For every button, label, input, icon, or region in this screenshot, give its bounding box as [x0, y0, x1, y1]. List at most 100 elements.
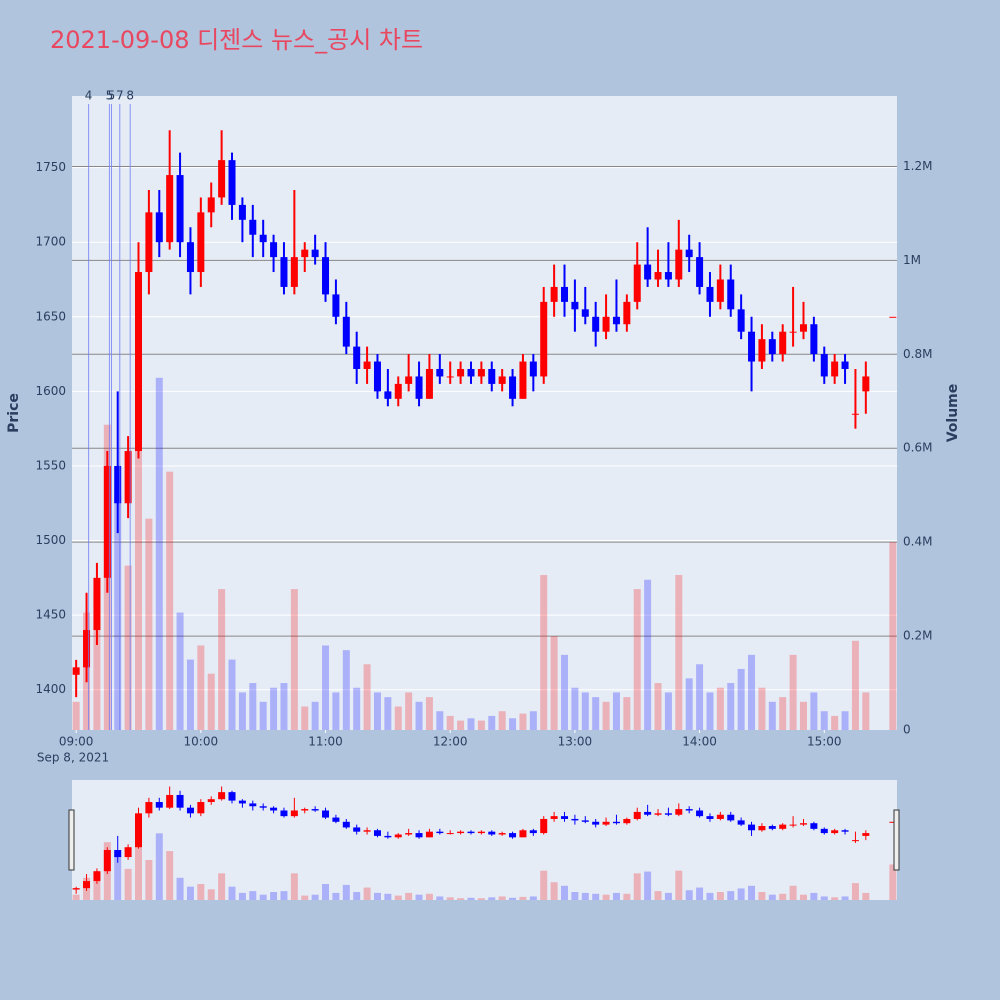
mini-candle-body [259, 806, 267, 808]
volume-bar [186, 659, 194, 730]
mini-candle-body [384, 835, 392, 838]
candle-body [799, 324, 807, 332]
candle-body [696, 257, 704, 287]
candle-body [405, 376, 413, 384]
mini-volume-bar [207, 889, 215, 900]
mini-volume-bar [758, 892, 766, 900]
volume-bar [820, 711, 828, 730]
range-slider[interactable] [72, 780, 897, 900]
mini-volume-bar [353, 892, 361, 900]
mini-candle-body [394, 834, 402, 838]
mini-candle-body [727, 814, 735, 821]
mini-volume-bar [612, 892, 620, 900]
mini-candle-body [831, 830, 839, 834]
mini-candle-body [207, 799, 215, 803]
candle-body [425, 368, 433, 399]
mini-candle-body [145, 802, 153, 814]
candle-body [789, 331, 797, 333]
candle-body [820, 354, 828, 377]
volume-bar [394, 706, 402, 730]
candle-body [737, 309, 745, 332]
volume-bar [477, 720, 485, 730]
candle-body [498, 376, 506, 384]
x-tick-label: 12:00 [433, 735, 468, 749]
mini-volume-bar [851, 883, 859, 900]
mini-volume-bar [446, 897, 454, 900]
candle-body [228, 160, 236, 205]
volume-bar [238, 692, 246, 730]
x-tick-label: 14:00 [682, 735, 717, 749]
mini-candle-body [425, 831, 433, 838]
mini-candle-body [768, 826, 776, 829]
candle-body [446, 376, 454, 378]
candle-body [748, 331, 756, 362]
mini-candle-body [529, 830, 537, 834]
y2-tick-label: 0.8M [903, 347, 932, 361]
mini-candle-body [332, 817, 340, 822]
mini-volume-bar [727, 891, 735, 900]
mini-volume-bar [779, 893, 787, 900]
candle-body [509, 376, 517, 399]
range-handle[interactable] [893, 809, 900, 871]
volume-bar [322, 645, 330, 730]
mini-candle-body [363, 830, 371, 832]
mini-candle-body [571, 818, 579, 821]
candle-body [550, 286, 558, 302]
volume-bar [612, 692, 620, 730]
mini-volume-bar [155, 833, 163, 900]
mini-volume-bar [342, 884, 350, 900]
volume-bar [259, 701, 267, 730]
mini-candle-body [851, 840, 859, 842]
volume-bar [166, 471, 174, 730]
mini-candle-body [218, 792, 226, 800]
candle-body [633, 264, 641, 302]
mini-volume-bar [581, 892, 589, 900]
mini-candle-body [602, 821, 610, 825]
volume-bar [789, 654, 797, 730]
mini-candle-body [301, 809, 309, 811]
mini-candle-body [103, 850, 111, 872]
volume-bar [301, 706, 309, 730]
candle-body [342, 316, 350, 347]
mini-candle-body [373, 830, 381, 836]
candle-body [623, 301, 631, 325]
candle-body [467, 368, 475, 377]
y2-axis-title: Volume [945, 384, 961, 443]
mini-candle-body [488, 831, 496, 835]
volume-bar [384, 697, 392, 730]
range-handle[interactable] [68, 809, 75, 871]
volume-bar [737, 668, 745, 730]
volume-bar [810, 692, 818, 730]
mini-candle-body [550, 816, 558, 819]
volume-bar [405, 692, 413, 730]
mini-candle-body [779, 824, 787, 829]
candle-body [280, 257, 288, 287]
mini-volume-bar [654, 891, 662, 900]
mini-candle-body [716, 814, 724, 819]
mini-volume-bar [540, 870, 548, 900]
mini-volume-bar [301, 895, 309, 900]
mini-candle-body [561, 816, 569, 819]
mini-volume-bar [831, 897, 839, 900]
mini-candle-body [238, 800, 246, 804]
candle-body [72, 667, 80, 675]
candle-body [145, 212, 153, 273]
mini-candle-body [249, 803, 257, 807]
mini-candle-body [540, 818, 548, 834]
mini-candle-body [799, 823, 807, 825]
mini-candle-body [176, 794, 184, 808]
candle-body [592, 316, 600, 332]
volume-bar [207, 673, 215, 730]
mini-candle-body [415, 833, 423, 838]
candle-body [675, 249, 683, 280]
volume-bar [664, 692, 672, 730]
volume-bar [696, 664, 704, 730]
volume-bar [134, 448, 142, 730]
volume-bar [841, 711, 849, 730]
mini-candle-body [789, 824, 797, 826]
volume-bar [509, 718, 517, 730]
x-tick-label: 13:00 [558, 735, 593, 749]
candle-body [207, 197, 215, 213]
y2-tick-label: 1M [903, 253, 921, 267]
mini-volume-bar [93, 873, 101, 900]
